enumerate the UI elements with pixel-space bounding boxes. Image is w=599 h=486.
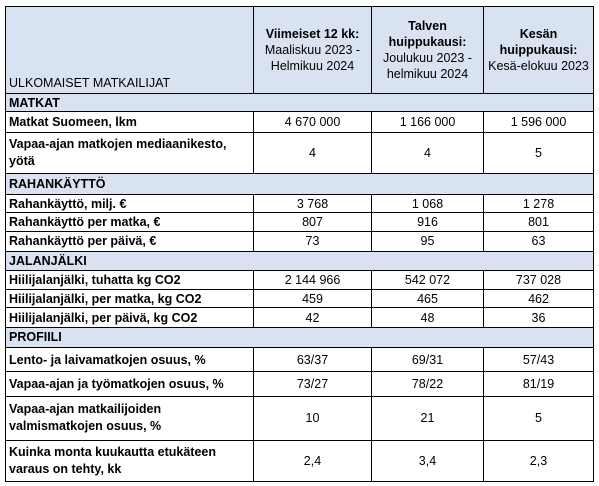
- cell-value: 2,4: [253, 439, 372, 483]
- row-label: Lento- ja laivamatkojen osuus, %: [5, 346, 254, 373]
- table-row: Rahankäyttö, milj. € 3 768 1 068 1 278: [5, 193, 594, 214]
- table-row: Rahankäyttö per matka, € 807 916 801: [5, 212, 594, 233]
- cell-value: 1 596 000: [483, 111, 594, 133]
- cell-value: 5: [483, 396, 594, 441]
- column-header-last-12-months: Viimeiset 12 kk: Maaliskuu 2023 - Helmik…: [253, 6, 372, 94]
- section-header-jalanjalki: JALANJÄLKI: [5, 250, 594, 272]
- row-label: Vapaa-ajan ja työmatkojen osuus, %: [5, 371, 254, 398]
- cell-value: 81/19: [483, 371, 594, 398]
- cell-value: 459: [253, 288, 372, 309]
- cell-value: 2 144 966: [253, 270, 372, 290]
- row-label: Hiilijalanjälki, per matka, kg CO2: [5, 288, 254, 309]
- table-row: Vapaa-ajan matkojen mediaanikesto, yötä …: [5, 131, 594, 175]
- cell-value: 465: [371, 288, 484, 309]
- cell-value: 36: [483, 307, 594, 329]
- section-title: MATKAT: [5, 92, 594, 113]
- header-row: ULKOMAISET MATKAILIJAT Viimeiset 12 kk: …: [5, 6, 594, 94]
- column-header-summer-peak: Kesän huippukausi: Kesä-elokuu 2023: [483, 6, 594, 94]
- column-header-subtitle: Joulukuu 2023 - helmikuu 2024: [383, 50, 472, 81]
- cell-value: 63: [483, 231, 594, 252]
- row-label: Rahankäyttö per päivä, €: [5, 231, 254, 252]
- cell-value: 542 072: [371, 270, 484, 290]
- cell-value: 78/22: [371, 371, 484, 398]
- cell-value: 10: [253, 396, 372, 441]
- table-row: Hiilijalanjälki, per matka, kg CO2 459 4…: [5, 288, 594, 309]
- cell-value: 21: [371, 396, 484, 441]
- row-label: Rahankäyttö per matka, €: [5, 212, 254, 233]
- row-label: Vapaa-ajan matkojen mediaanikesto, yötä: [5, 131, 254, 175]
- cell-value: 42: [253, 307, 372, 329]
- table-row: Vapaa-ajan matkailijoiden valmismatkojen…: [5, 396, 594, 441]
- table-row: Kuinka monta kuukautta etukäteen varaus …: [5, 439, 594, 483]
- table-corner-label: ULKOMAISET MATKAILIJAT: [5, 6, 254, 94]
- section-title: RAHANKÄYTTÖ: [5, 173, 594, 195]
- cell-value: 2,3: [483, 439, 594, 483]
- cell-value: 48: [371, 307, 484, 329]
- cell-value: 4: [253, 131, 372, 175]
- travel-statistics-table: ULKOMAISET MATKAILIJAT Viimeiset 12 kk: …: [5, 6, 594, 483]
- table-row: Vapaa-ajan ja työmatkojen osuus, % 73/27…: [5, 371, 594, 398]
- section-header-matkat: MATKAT: [5, 92, 594, 113]
- cell-value: 1 068: [371, 193, 484, 214]
- row-label: Hiilijalanjälki, tuhatta kg CO2: [5, 270, 254, 290]
- cell-value: 63/37: [253, 346, 372, 373]
- column-header-title: Talven huippukausi:: [388, 18, 467, 49]
- column-header-subtitle: Kesä-elokuu 2023: [488, 58, 589, 73]
- cell-value: 1 166 000: [371, 111, 484, 133]
- row-label: Rahankäyttö, milj. €: [5, 193, 254, 214]
- section-title: JALANJÄLKI: [5, 250, 594, 272]
- section-header-rahankaytto: RAHANKÄYTTÖ: [5, 173, 594, 195]
- column-header-winter-peak: Talven huippukausi: Joulukuu 2023 - helm…: [371, 6, 484, 94]
- cell-value: 73/27: [253, 371, 372, 398]
- cell-value: 807: [253, 212, 372, 233]
- cell-value: 462: [483, 288, 594, 309]
- table-row: Lento- ja laivamatkojen osuus, % 63/37 6…: [5, 346, 594, 373]
- cell-value: 73: [253, 231, 372, 252]
- cell-value: 3 768: [253, 193, 372, 214]
- cell-value: 57/43: [483, 346, 594, 373]
- section-header-profiili: PROFIILI: [5, 327, 594, 348]
- cell-value: 1 278: [483, 193, 594, 214]
- cell-value: 4 670 000: [253, 111, 372, 133]
- cell-value: 95: [371, 231, 484, 252]
- table-row: Hiilijalanjälki, per päivä, kg CO2 42 48…: [5, 307, 594, 329]
- row-label: Kuinka monta kuukautta etukäteen varaus …: [5, 439, 254, 483]
- cell-value: 5: [483, 131, 594, 175]
- cell-value: 69/31: [371, 346, 484, 373]
- column-header-subtitle: Maaliskuu 2023 - Helmikuu 2024: [264, 42, 361, 73]
- row-label: Hiilijalanjälki, per päivä, kg CO2: [5, 307, 254, 329]
- table-row: Hiilijalanjälki, tuhatta kg CO2 2 144 96…: [5, 270, 594, 290]
- cell-value: 916: [371, 212, 484, 233]
- table-row: Matkat Suomeen, lkm 4 670 000 1 166 000 …: [5, 111, 594, 133]
- row-label: Vapaa-ajan matkailijoiden valmismatkojen…: [5, 396, 254, 441]
- row-label: Matkat Suomeen, lkm: [5, 111, 254, 133]
- table-row: Rahankäyttö per päivä, € 73 95 63: [5, 231, 594, 252]
- cell-value: 4: [371, 131, 484, 175]
- cell-value: 801: [483, 212, 594, 233]
- column-header-title: Kesän huippukausi:: [499, 26, 578, 57]
- section-title: PROFIILI: [5, 327, 594, 348]
- column-header-title: Viimeiset 12 kk:: [265, 26, 360, 41]
- cell-value: 3,4: [371, 439, 484, 483]
- cell-value: 737 028: [483, 270, 594, 290]
